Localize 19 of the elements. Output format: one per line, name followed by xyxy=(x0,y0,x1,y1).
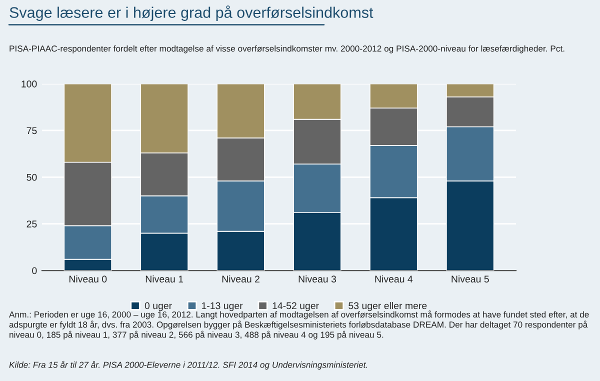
y-tick-label: 50 xyxy=(26,174,37,181)
text: Kilde: Fra 15 år til 27 år. PISA 2000-Eleverne i 2011/12. SFI 2014 og Undervisningsministeriet. xyxy=(9,360,368,370)
chart-title: Svage læsere er i højere grad på overførselsindkomst xyxy=(10,5,374,21)
x-tick-label: Niveau 0 xyxy=(69,275,107,283)
text: Anm.: Perioden er uge 16, 2000 – uge 16, 2012. Langt hovedparten af modtagelsen af overførselsindkomst må formodes at have fundet sted efter, at de adspurgte er fyldt 18 år, dvs. fra 2003. Opgørelsen bygger på Beskæftigelsesministeriets forløbsdatabase DREAM. Der har deltaget 70 respondenter på niveau 0, 185 på niveau 1, 377 på niveau 2, 566 på niveau 3, 488 på niveau 4 og 195 på niveau 5. xyxy=(9,310,589,340)
x-tick-label: Niveau 4 xyxy=(375,275,413,283)
chart-subtitle: PISA-PIAAC-respondenter fordelt efter modtagelse af visse overførselsindkomster mv. 2000-2012 og PISA-2000-niveau for læsefærdigheder. Pct. xyxy=(10,45,564,54)
legend-label: 1-13 uger xyxy=(202,302,243,312)
legend-label: 0 uger xyxy=(144,302,172,312)
x-tick-label: Niveau 5 xyxy=(452,275,489,283)
x-tick-label: Niveau 3 xyxy=(298,275,336,283)
legend-label: 14-52 uger xyxy=(272,302,319,312)
x-tick-label: Niveau 1 xyxy=(146,275,184,283)
x-tick-label: Niveau 2 xyxy=(222,275,260,283)
y-tick-label: 25 xyxy=(26,220,37,228)
y-tick-label: 0 xyxy=(32,267,37,274)
legend-label: 53 uger eller mere xyxy=(348,302,427,312)
y-tick-label: 100 xyxy=(22,80,37,88)
y-tick-label: 75 xyxy=(26,127,37,134)
